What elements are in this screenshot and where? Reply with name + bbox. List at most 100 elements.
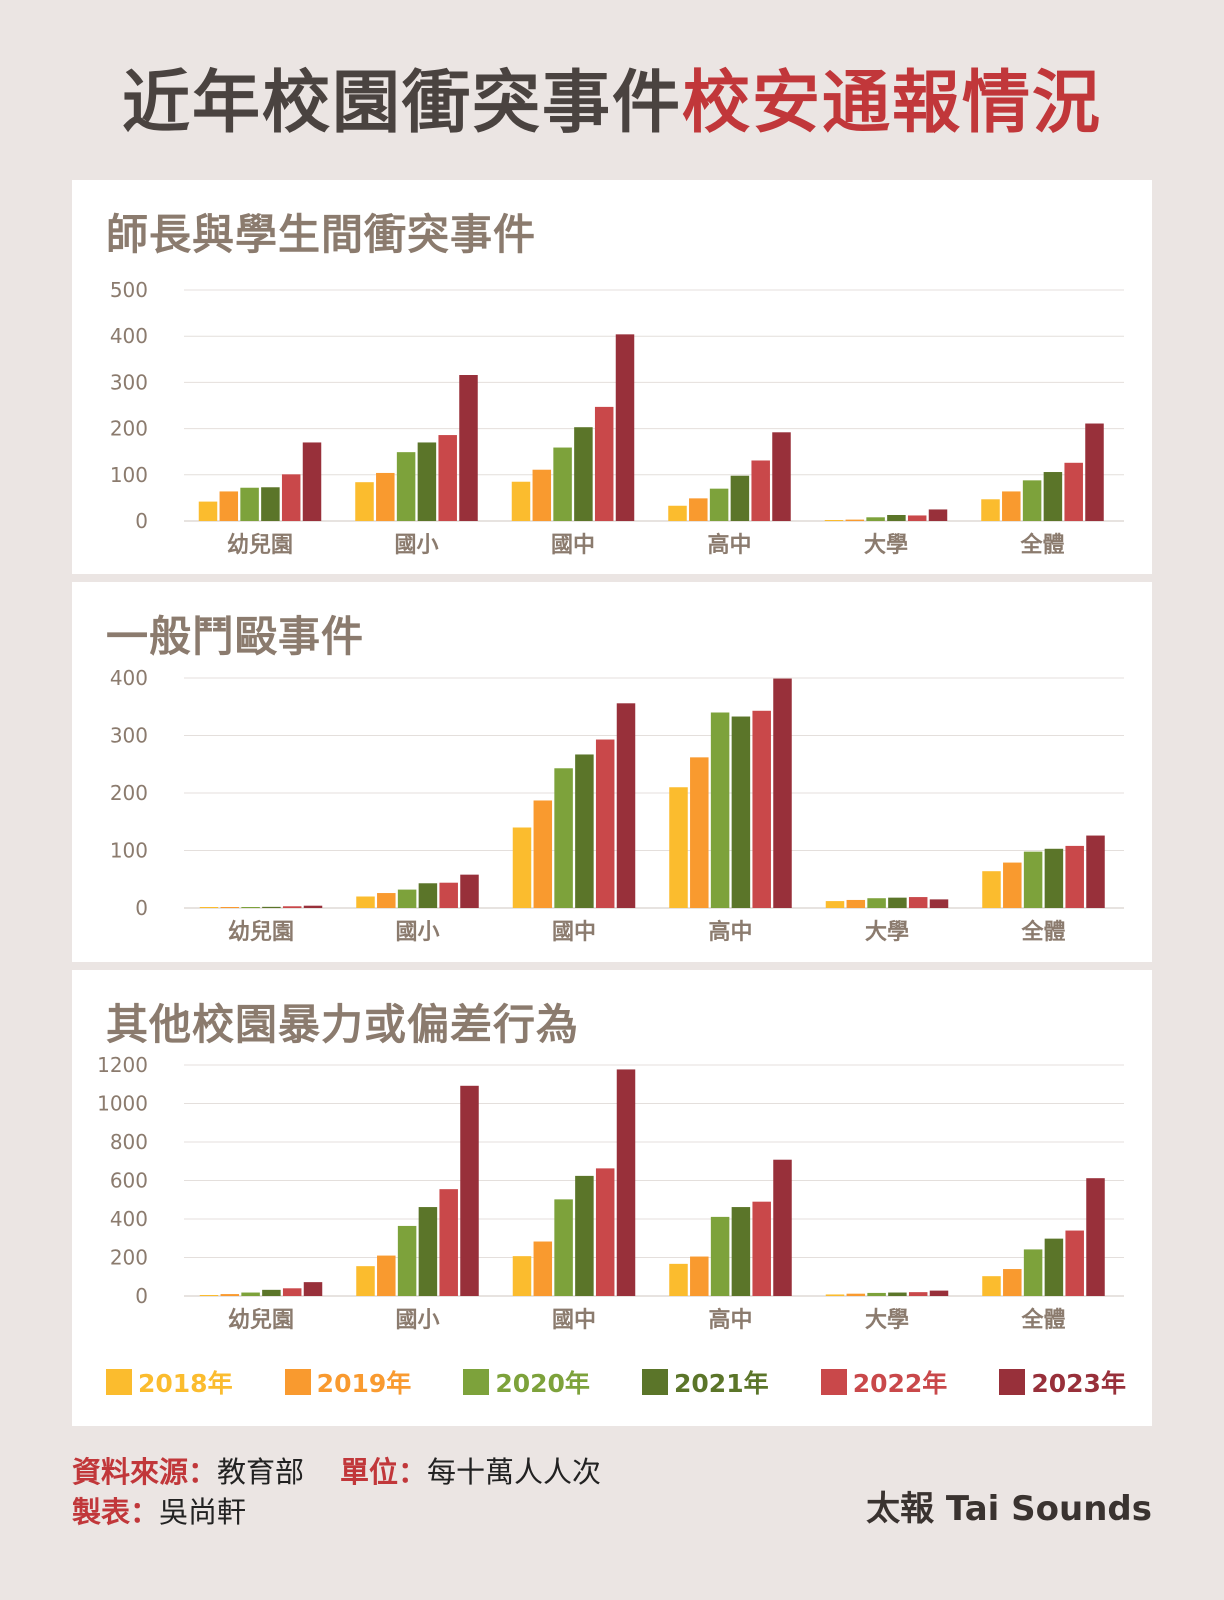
page-title: 近年校園衝突事件校安通報情況 [0, 70, 1224, 138]
y-tick-label: 1200 [97, 1053, 148, 1077]
bar [616, 1069, 636, 1296]
bar [689, 498, 708, 521]
x-category-label: 幼兒園 [228, 1307, 294, 1333]
bar [981, 499, 1000, 521]
y-tick-label: 200 [110, 781, 148, 805]
legend-swatch [284, 1369, 311, 1395]
legend-label: 2020年 [495, 1369, 590, 1398]
bar [907, 515, 927, 521]
bar [418, 883, 438, 908]
bar [710, 712, 730, 908]
y-tick-label: 1000 [97, 1092, 148, 1116]
legend-item: 2019年 [284, 1364, 411, 1400]
bar [1065, 845, 1084, 908]
chart-title: 師長與學生間衝突事件 [106, 210, 537, 259]
bar [845, 519, 865, 521]
bar [281, 474, 301, 521]
bar [867, 1292, 886, 1296]
x-category-label: 全體 [1020, 1307, 1065, 1333]
bar [261, 487, 280, 521]
unit-value: 每十萬人人次 [427, 1455, 602, 1489]
legend-swatch [642, 1369, 669, 1395]
bar [377, 893, 396, 908]
bar [1022, 480, 1042, 521]
x-category-label: 國中 [552, 1308, 596, 1333]
bar [731, 716, 751, 908]
bar [690, 757, 709, 908]
bar [928, 509, 948, 521]
bar [616, 703, 636, 908]
bar-chart-other-violence: 0 200 400 600 800 1000 1200 幼兒園 國小 國中 高中 大學 全體 [97, 1053, 1124, 1333]
bar [1086, 835, 1105, 908]
bar [438, 435, 457, 521]
x-category-label: 高中 [708, 1307, 752, 1333]
legend-swatch [463, 1369, 490, 1395]
y-tick-label: 300 [110, 370, 148, 394]
author-line: 製表：吳尚軒 [72, 1498, 246, 1527]
bar [460, 1085, 479, 1296]
bar [302, 442, 322, 521]
chart-title: 其他校園暴力或偏差行為 [106, 1000, 580, 1049]
bar [303, 905, 323, 908]
bar [908, 1292, 928, 1296]
bar [710, 1216, 730, 1296]
x-category-label: 全體 [1020, 919, 1065, 945]
bar [356, 896, 375, 908]
bar [512, 827, 532, 908]
bar [418, 1207, 438, 1296]
x-category-label: 全體 [1019, 532, 1064, 558]
bar [1044, 848, 1064, 908]
bar [460, 874, 479, 908]
x-category-label: 幼兒園 [227, 532, 293, 558]
bar [825, 1294, 845, 1296]
y-tick-label: 0 [135, 896, 148, 920]
y-tick-label: 800 [110, 1130, 148, 1154]
unit-label: 單位： [340, 1455, 428, 1489]
bar [752, 710, 771, 908]
author-value: 吳尚軒 [159, 1495, 247, 1529]
bar [262, 906, 281, 908]
source-value: 教育部 [217, 1455, 305, 1489]
legend-swatch [106, 1369, 132, 1395]
bar [417, 442, 437, 521]
bar [1043, 472, 1063, 521]
y-tick-label: 400 [110, 324, 148, 348]
bar [1023, 1249, 1043, 1296]
bar [1044, 1238, 1064, 1296]
legend-item: 2021年 [642, 1364, 769, 1400]
bar [397, 1225, 417, 1296]
legend-label: 2023年 [1031, 1369, 1126, 1398]
bar [554, 768, 573, 908]
bar [282, 1288, 302, 1296]
bar [773, 1159, 792, 1296]
bar [669, 1263, 688, 1296]
bar [198, 501, 218, 521]
bar [731, 1207, 751, 1296]
legend-label: 2022年 [852, 1369, 948, 1398]
bar [929, 899, 949, 908]
bar [554, 1199, 573, 1296]
bar [846, 1293, 866, 1296]
bar [668, 505, 687, 521]
title-part-red: 校安通報情況 [682, 64, 1103, 143]
bar [511, 481, 531, 521]
bar [709, 488, 729, 521]
bar [690, 1256, 709, 1296]
bar [772, 432, 791, 521]
bar [669, 787, 688, 908]
bar [615, 334, 635, 521]
title-part-dark: 近年校園衝突事件 [121, 64, 682, 143]
legend-swatch [820, 1369, 847, 1395]
bar [199, 1295, 219, 1296]
x-category-label: 大學 [864, 532, 908, 558]
bar [356, 1266, 375, 1296]
y-tick-label: 200 [110, 1246, 148, 1270]
legend-swatch [999, 1369, 1026, 1395]
bar [1003, 1269, 1022, 1296]
bar [908, 897, 928, 908]
legend-item: 2023年 [999, 1364, 1126, 1400]
bar [751, 460, 770, 521]
brand-logo-text: 太報 Tai Sounds [866, 1489, 1152, 1529]
bar [1002, 491, 1021, 521]
legend-item: 2020年 [463, 1364, 590, 1400]
